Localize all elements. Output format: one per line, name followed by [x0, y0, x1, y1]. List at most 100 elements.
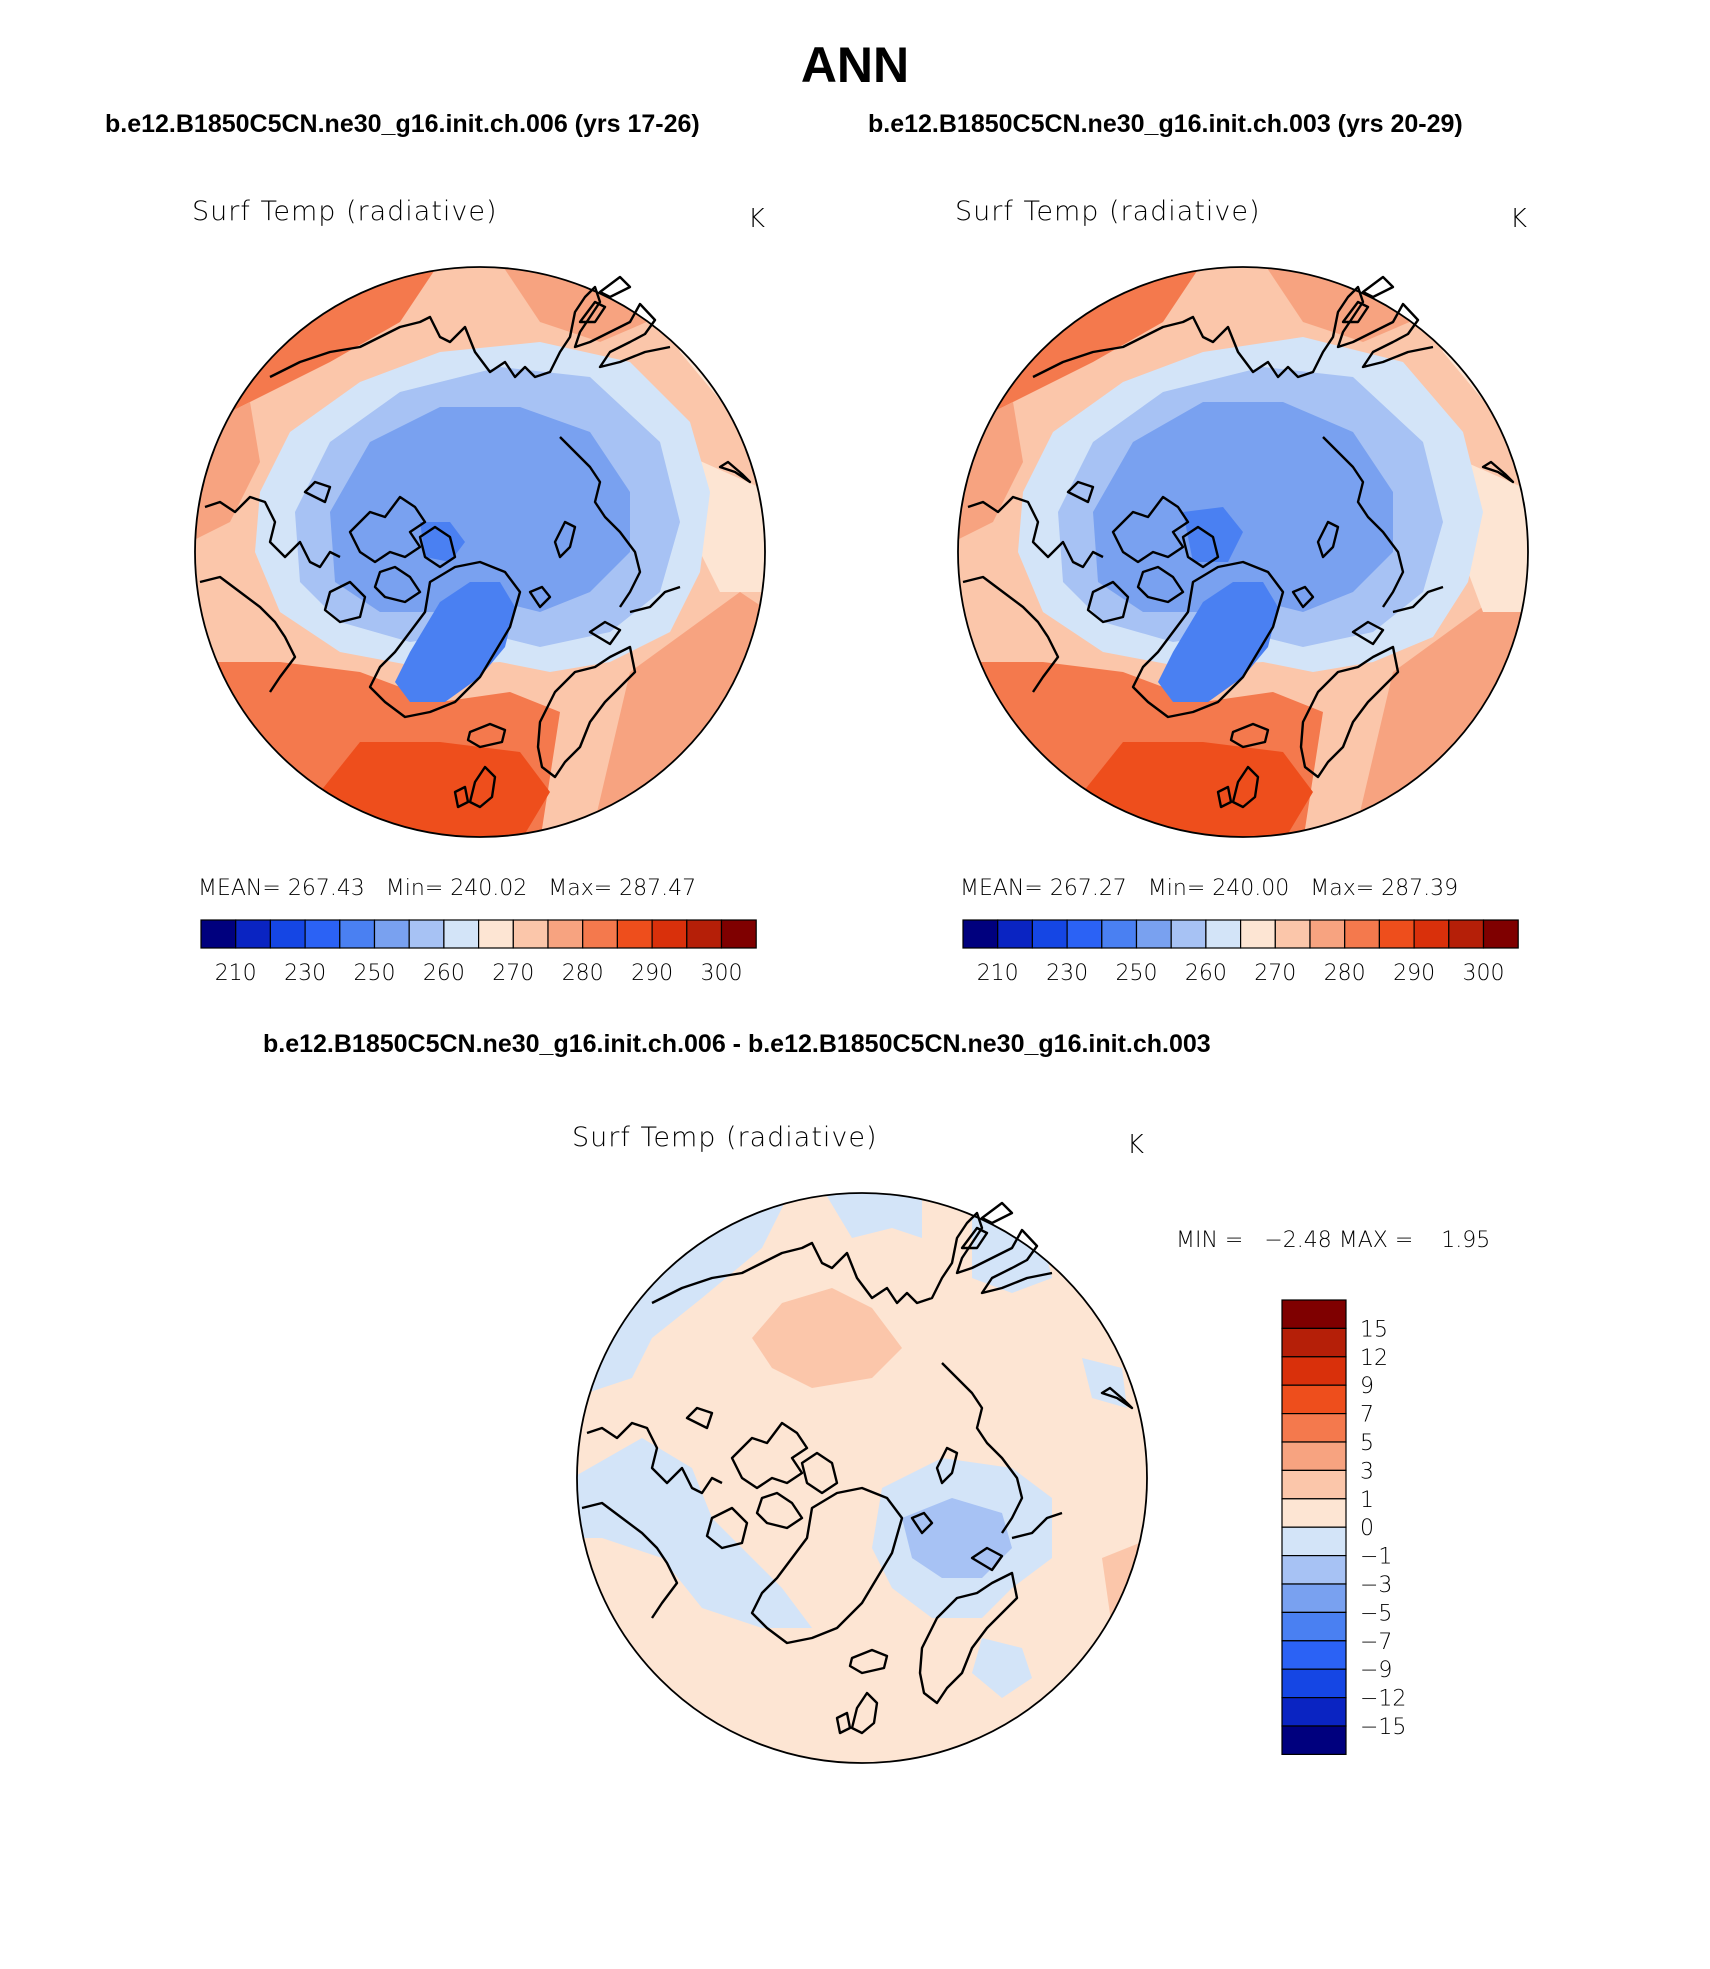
colorbar1-tick-label: 270 [492, 961, 534, 986]
mean-label: MEAN= [198, 876, 281, 901]
colorbar1-swatch [651, 919, 688, 949]
colorbar2-swatch [1274, 919, 1311, 949]
colorbar1-swatch [373, 919, 410, 949]
colorbar2-swatch [1135, 919, 1172, 949]
panel3-units: K [1127, 1130, 1145, 1160]
min-label: Min= [1147, 876, 1206, 901]
colorbar2-swatch [997, 919, 1034, 949]
panel1-units: K [748, 204, 766, 234]
colorbar-panel2: 210 230 250 260 270 280 290 300 [962, 919, 1519, 986]
min-value: 240.00 [1212, 876, 1290, 901]
colorbar-panel3: 15 12 9 7 5 3 1 0 −1 −3 −5 −7 −9 −12 −15 [1281, 1299, 1406, 1755]
colorbar1-swatch [478, 919, 514, 949]
colorbar1-swatch [269, 919, 306, 949]
colorbar2-swatch [1309, 919, 1346, 949]
colorbar2-tick-label: 210 [977, 961, 1019, 986]
figure-title: ANN [800, 37, 910, 93]
colorbar1-swatch [408, 919, 445, 949]
colorbar3-swatch [1281, 1697, 1347, 1727]
colorbar1-swatch [582, 919, 619, 949]
colorbar-panel1: 210 230 250 260 270 280 290 300 [200, 919, 757, 986]
mean-label: MEAN= [960, 876, 1043, 901]
colorbar3-swatch [1281, 1555, 1347, 1585]
colorbar2-swatch [1413, 919, 1450, 949]
colorbar1-swatch [720, 919, 757, 949]
colorbar2-swatch [1482, 919, 1519, 949]
colorbar3-swatch [1281, 1441, 1347, 1471]
max-value: 287.47 [619, 876, 697, 901]
max-label: MAX = [1338, 1228, 1414, 1253]
colorbar3-tick-label: −15 [1360, 1715, 1406, 1740]
colorbar2-tick-label: 230 [1046, 961, 1088, 986]
colorbar2-swatch [962, 919, 999, 949]
mean-value: 267.43 [287, 876, 365, 901]
colorbar1-tick-label: 300 [701, 961, 743, 986]
colorbar2-tick-label: 290 [1393, 961, 1435, 986]
colorbar1-tick-label: 260 [423, 961, 465, 986]
colorbar1-swatch [686, 919, 723, 949]
colorbar3-swatch [1281, 1356, 1347, 1386]
colorbar2-swatch [1066, 919, 1103, 949]
panel1-stats: MEAN= 267.43 Min= 240.02 Max= 287.47 [198, 876, 696, 901]
colorbar3-tick-label: −9 [1360, 1658, 1392, 1683]
colorbar2-swatch [1170, 919, 1207, 949]
mean-value: 267.27 [1049, 876, 1127, 901]
colorbar2-swatch [1378, 919, 1415, 949]
max-label: Max= [548, 876, 613, 901]
colorbar2-tick-label: 260 [1185, 961, 1227, 986]
colorbar3-swatch [1281, 1725, 1347, 1755]
panel1-variable: Surf Temp (radiative) [192, 196, 498, 227]
colorbar1-swatch [512, 919, 549, 949]
colorbar3-tick-label: 7 [1360, 1403, 1374, 1428]
colorbar2-tick-label: 280 [1324, 961, 1366, 986]
colorbar2-swatch [1101, 919, 1138, 949]
colorbar3-swatch [1281, 1327, 1347, 1358]
colorbar3-swatch [1281, 1412, 1347, 1443]
colorbar3-tick-label: 5 [1360, 1431, 1374, 1456]
case1-title: b.e12.B1850C5CN.ne30_g16.init.ch.006 (yr… [105, 110, 700, 138]
colorbar3-tick-label: −1 [1360, 1545, 1392, 1570]
colorbar1-tick-label: 280 [562, 961, 604, 986]
colorbar1-swatch [200, 919, 237, 949]
colorbar2-tick-label: 300 [1463, 961, 1505, 986]
colorbar1-tick-label: 230 [284, 961, 326, 986]
colorbar3-tick-label: 12 [1360, 1346, 1388, 1371]
colorbar2-swatch [1344, 919, 1381, 949]
map-panel1 [194, 266, 766, 838]
map-panel3-difference [576, 1192, 1148, 1764]
colorbar3-swatch [1281, 1299, 1347, 1329]
colorbar3-swatch [1281, 1640, 1347, 1670]
colorbar3-swatch [1281, 1498, 1347, 1528]
case2-title: b.e12.B1850C5CN.ne30_g16.init.ch.003 (yr… [868, 110, 1463, 138]
panel3-variable: Surf Temp (radiative) [572, 1122, 878, 1153]
colorbar3-tick-label: −7 [1360, 1630, 1392, 1655]
colorbar1-swatch [304, 919, 341, 949]
min-label: Min= [385, 876, 444, 901]
min-label: MIN = [1176, 1228, 1244, 1253]
colorbar3-tick-label: −3 [1360, 1573, 1392, 1598]
colorbar3-tick-label: 15 [1360, 1317, 1388, 1342]
max-label: Max= [1310, 876, 1375, 901]
colorbar3-tick-label: −12 [1360, 1687, 1406, 1712]
colorbar3-swatch [1281, 1583, 1347, 1613]
colorbar3-swatch [1281, 1469, 1347, 1500]
colorbar1-swatch [443, 919, 480, 949]
colorbar2-swatch [1240, 919, 1276, 949]
colorbar1-tick-label: 210 [215, 961, 257, 986]
panel3-stats: MIN = −2.48 MAX = 1.95 [1176, 1228, 1490, 1253]
colorbar2-swatch [1205, 919, 1242, 949]
colorbar1-tick-label: 250 [354, 961, 396, 986]
colorbar2-tick-label: 250 [1116, 961, 1158, 986]
colorbar2-tick-label: 270 [1254, 961, 1296, 986]
colorbar3-swatch [1281, 1384, 1347, 1415]
colorbar2-swatch [1031, 919, 1068, 949]
colorbar3-swatch [1281, 1668, 1347, 1699]
colorbar1-swatch [235, 919, 272, 949]
max-value: 1.95 [1441, 1228, 1491, 1253]
panel2-stats: MEAN= 267.27 Min= 240.00 Max= 287.39 [960, 876, 1458, 901]
map-panel2 [957, 266, 1529, 838]
colorbar3-swatch [1281, 1526, 1347, 1557]
colorbar1-swatch [547, 919, 584, 949]
colorbar3-tick-label: 0 [1360, 1516, 1374, 1541]
panel2-units: K [1510, 204, 1528, 234]
